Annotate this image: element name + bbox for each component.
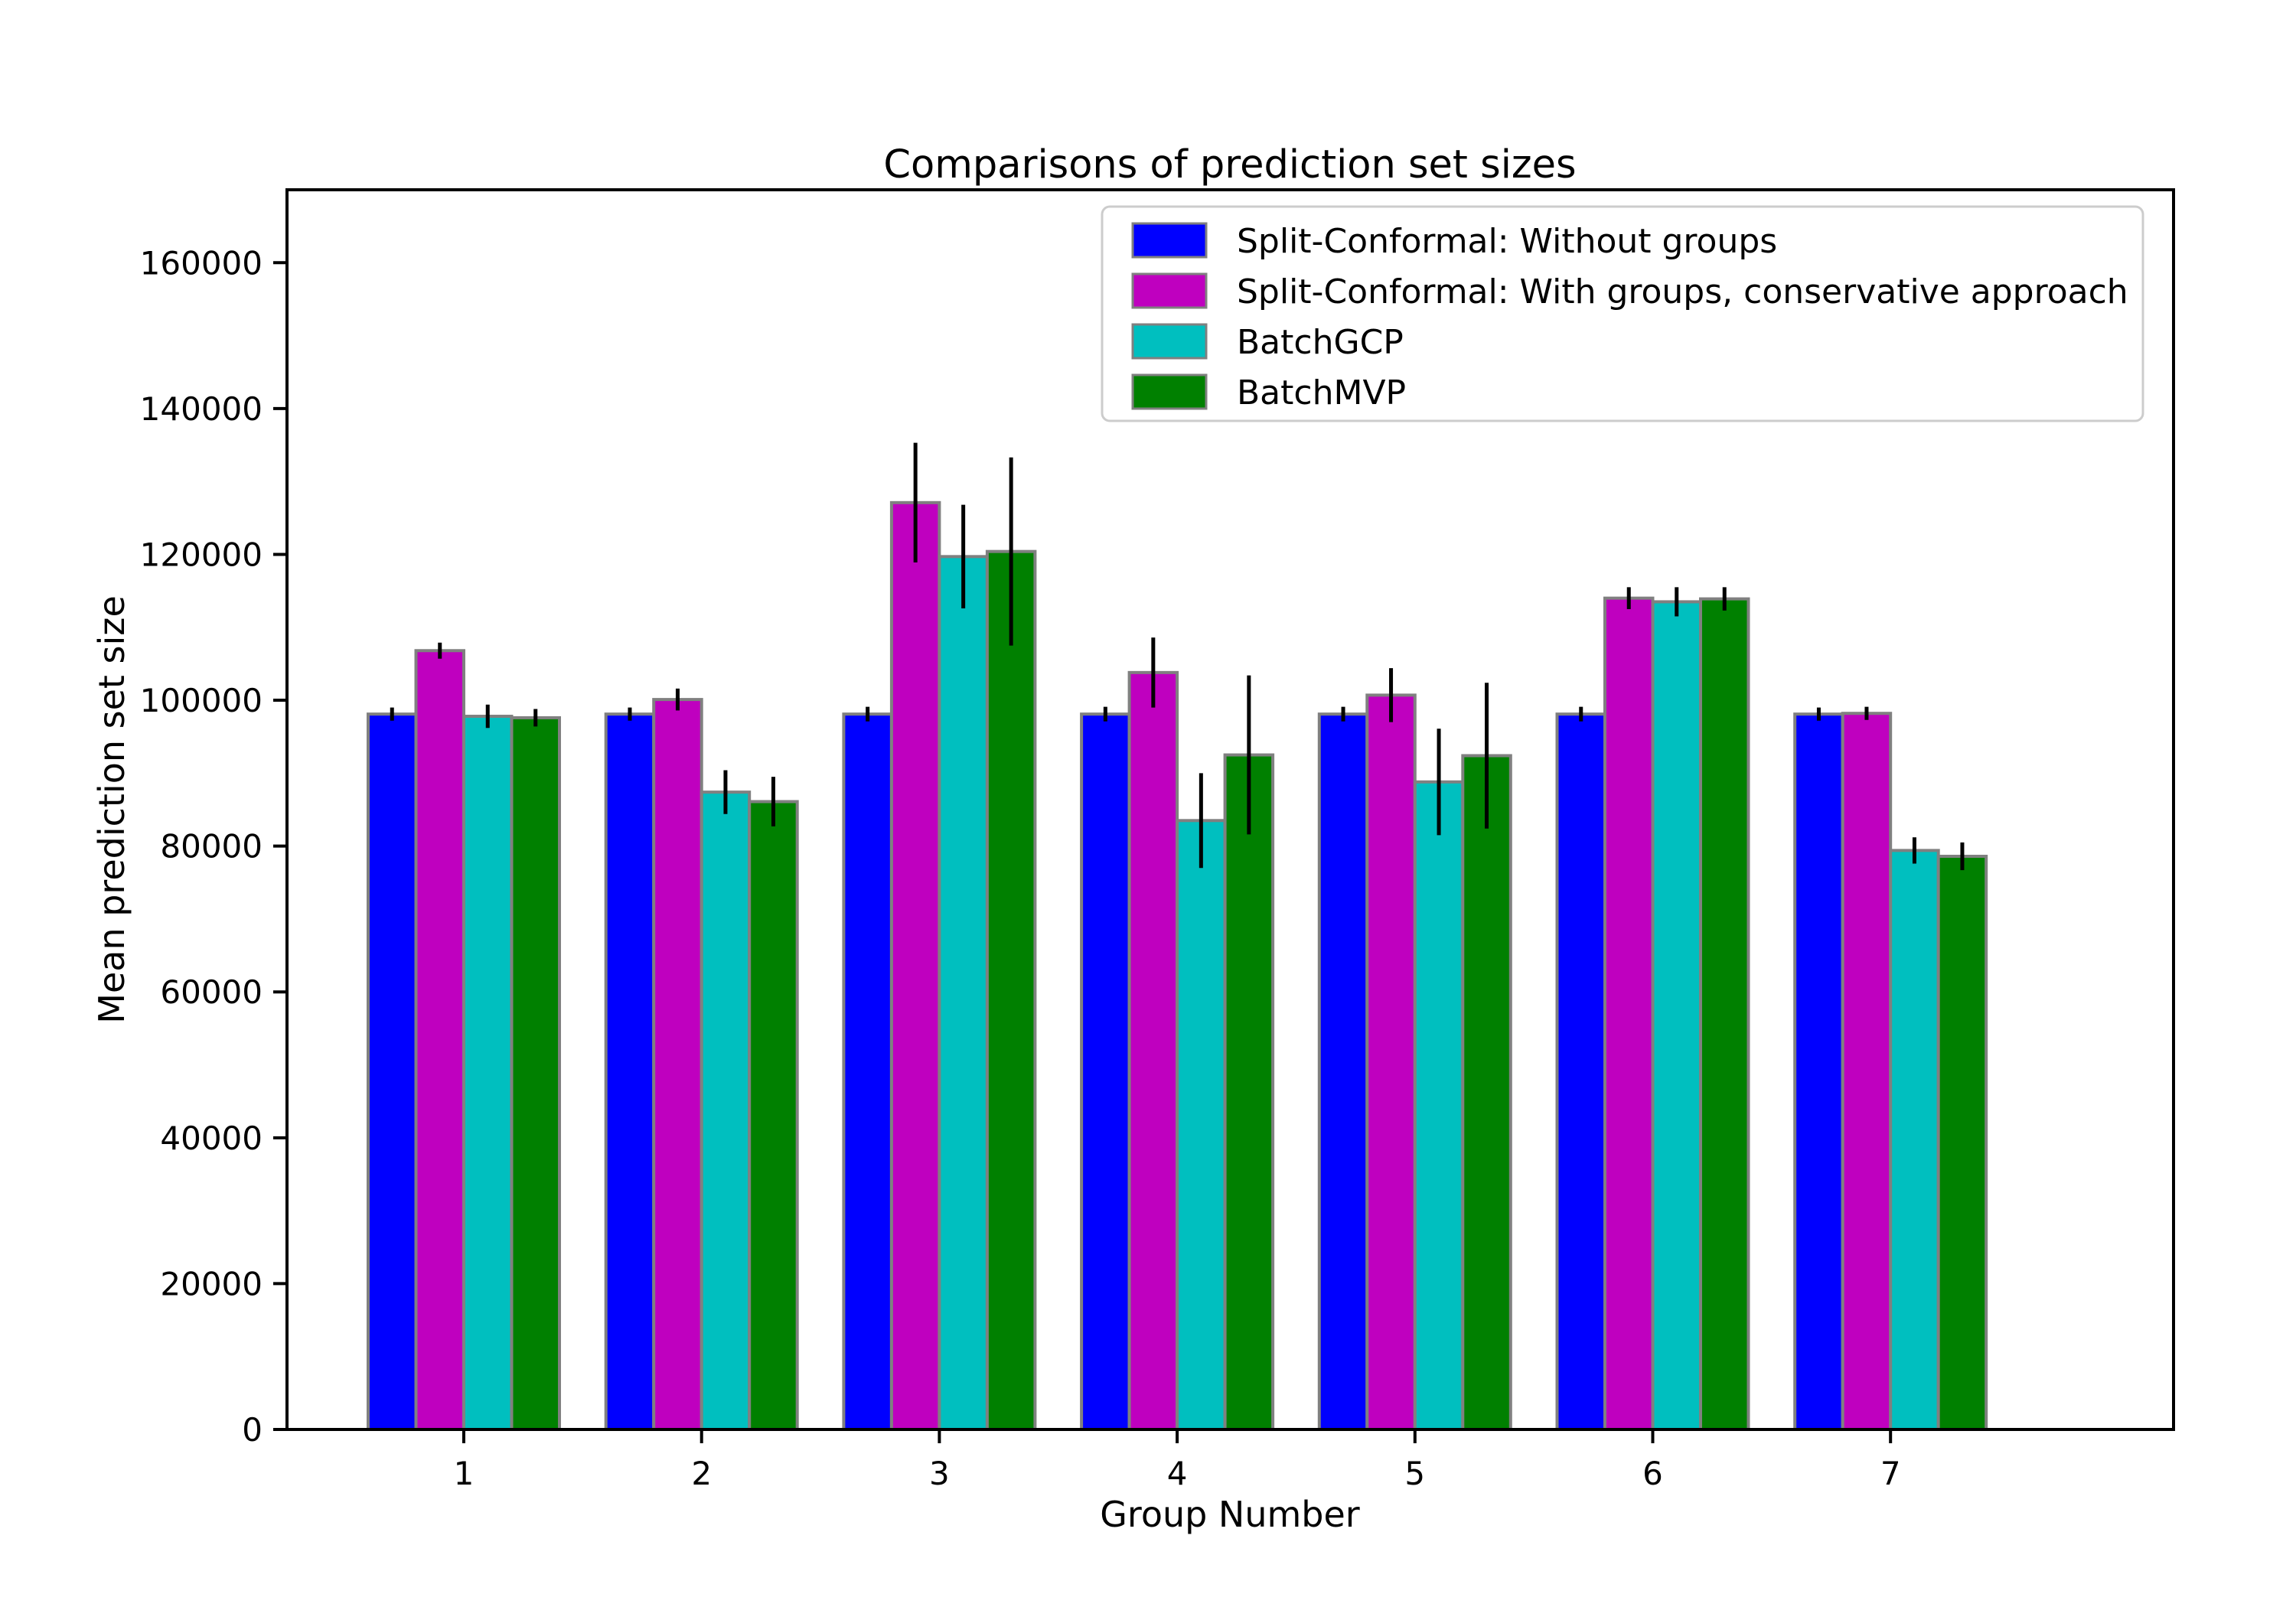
bar-group7-series2 bbox=[1841, 712, 1893, 1431]
legend-label: Split-Conformal: With groups, conservati… bbox=[1237, 272, 2128, 311]
legend-swatch-split-conformal-without-groups bbox=[1131, 222, 1208, 259]
bar-group4-series1 bbox=[1080, 712, 1131, 1431]
bar-group5-series2 bbox=[1365, 693, 1417, 1431]
x-tick-label: 6 bbox=[1642, 1455, 1663, 1492]
legend: Split-Conformal: Without groups Split-Co… bbox=[1101, 205, 2144, 422]
legend-label: BatchMVP bbox=[1237, 373, 1406, 412]
x-tick-label: 1 bbox=[454, 1455, 475, 1492]
bar-group1-series2 bbox=[414, 649, 465, 1431]
x-tick-label: 4 bbox=[1167, 1455, 1188, 1492]
plot-area bbox=[367, 442, 1988, 1432]
bar-group6-series3 bbox=[1651, 600, 1702, 1431]
bar-group6-series4 bbox=[1699, 597, 1750, 1431]
y-tick-label: 80000 bbox=[160, 828, 263, 865]
y-tick-label: 60000 bbox=[160, 973, 263, 1011]
bar-group3-series1 bbox=[842, 712, 893, 1431]
axes-frame bbox=[285, 188, 2175, 1431]
legend-swatch-batchgcp bbox=[1131, 323, 1208, 360]
bar-group2-series2 bbox=[652, 698, 703, 1431]
legend-item: BatchGCP bbox=[1131, 323, 1404, 362]
bar-group3-series4 bbox=[985, 549, 1037, 1431]
x-axis-label: Group Number bbox=[1100, 1494, 1360, 1535]
bar-group7-series4 bbox=[1936, 854, 1988, 1432]
y-tick-label: 40000 bbox=[160, 1120, 263, 1157]
bar-group4-series3 bbox=[1176, 819, 1227, 1431]
legend-item: Split-Conformal: Without groups bbox=[1131, 222, 1777, 261]
bar-group3-series3 bbox=[938, 555, 989, 1431]
bar-group2-series1 bbox=[604, 712, 656, 1431]
legend-item: BatchMVP bbox=[1131, 373, 1406, 412]
y-tick-label: 0 bbox=[242, 1411, 263, 1449]
legend-frame bbox=[1101, 205, 2144, 422]
y-tick-label: 120000 bbox=[140, 536, 263, 573]
legend-swatch-batchmvp bbox=[1131, 373, 1208, 410]
x-tick-label: 2 bbox=[691, 1455, 712, 1492]
bar-group4-series4 bbox=[1223, 753, 1275, 1431]
axes-ticks: 0 20000 40000 60000 80000 100000 120000 140000 1… bbox=[140, 244, 1901, 1492]
bar-group1-series1 bbox=[367, 712, 418, 1431]
bar-group1-series4 bbox=[510, 715, 561, 1431]
bar-group1-series3 bbox=[462, 715, 514, 1431]
legend-item: Split-Conformal: With groups, conservati… bbox=[1131, 272, 2128, 311]
x-tick-label: 5 bbox=[1404, 1455, 1425, 1492]
legend-label: Split-Conformal: Without groups bbox=[1237, 222, 1777, 261]
x-tick-label: 7 bbox=[1880, 1455, 1901, 1492]
bar-group3-series2 bbox=[889, 500, 941, 1431]
bar-group5-series3 bbox=[1413, 780, 1465, 1431]
y-tick-label: 100000 bbox=[140, 682, 263, 719]
bar-group4-series2 bbox=[1127, 670, 1179, 1431]
chart-title: Comparisons of prediction set sizes bbox=[883, 142, 1576, 187]
y-tick-label: 140000 bbox=[140, 390, 263, 428]
legend-swatch-split-conformal-with-groups bbox=[1131, 272, 1208, 309]
bar-group2-series3 bbox=[700, 790, 752, 1431]
x-tick-label: 3 bbox=[929, 1455, 950, 1492]
y-axis-label: Mean prediction set size bbox=[91, 595, 132, 1023]
bar-group7-series1 bbox=[1793, 712, 1844, 1431]
bar-group2-series4 bbox=[748, 800, 799, 1432]
y-tick-label: 20000 bbox=[160, 1265, 263, 1302]
bar-group7-series3 bbox=[1889, 849, 1940, 1432]
bar-group5-series1 bbox=[1317, 712, 1369, 1431]
legend-label: BatchGCP bbox=[1237, 323, 1404, 362]
bar-group6-series1 bbox=[1555, 712, 1606, 1431]
bar-group6-series2 bbox=[1603, 596, 1655, 1431]
bar-group5-series4 bbox=[1461, 754, 1512, 1431]
y-tick-label: 160000 bbox=[140, 244, 263, 282]
